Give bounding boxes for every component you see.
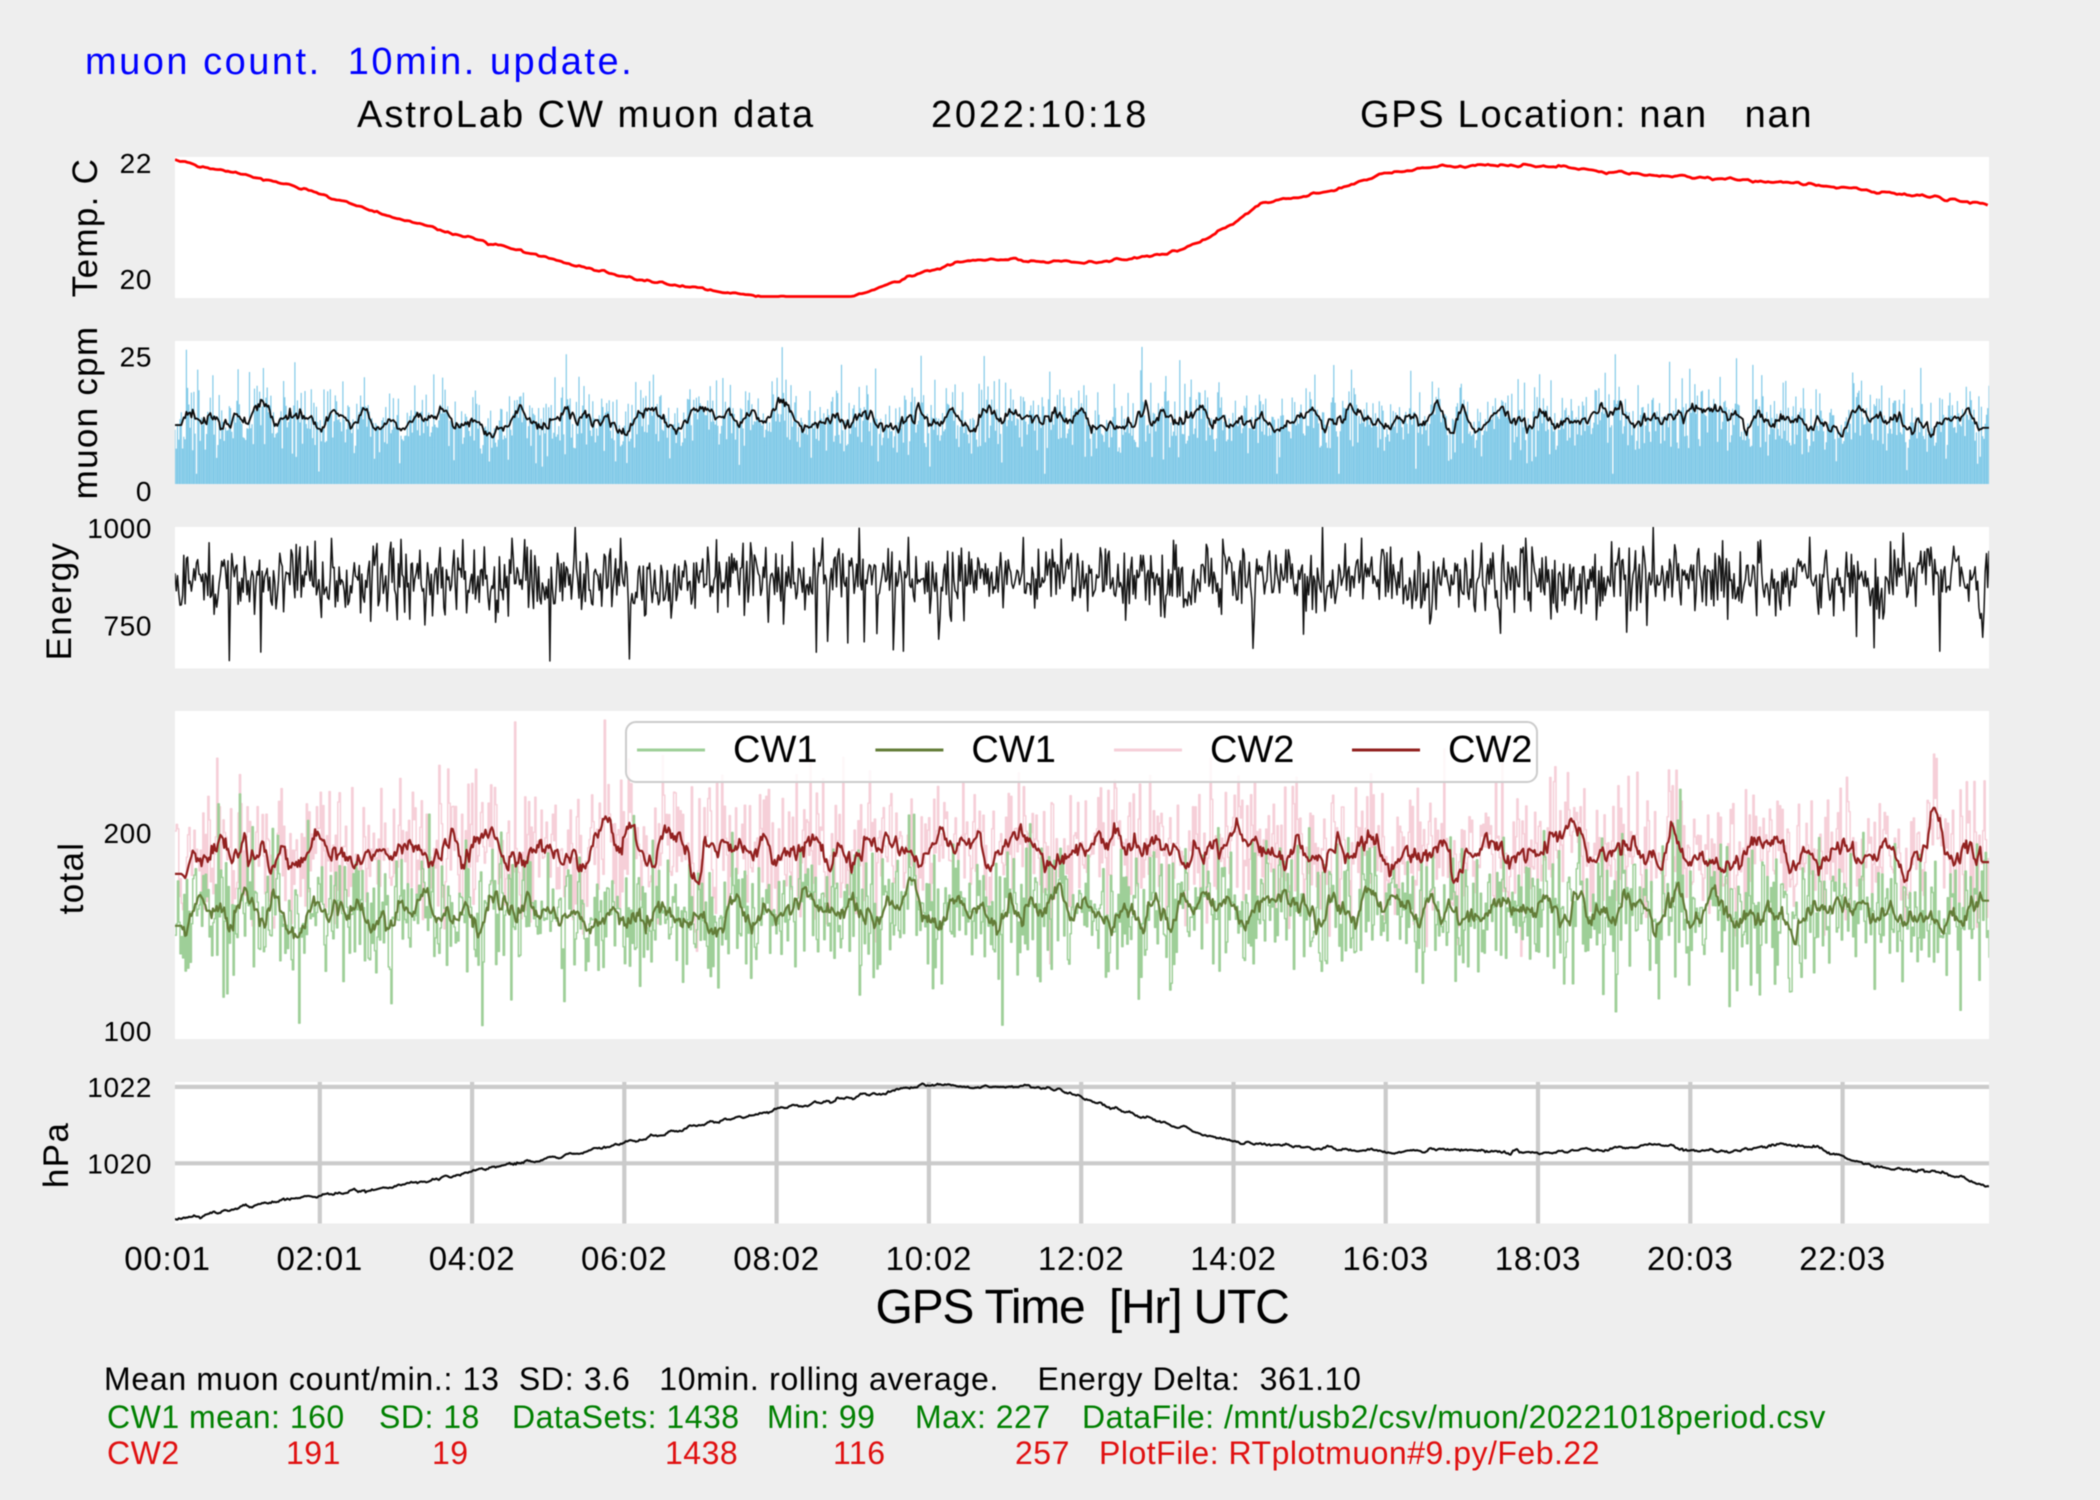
svg-text:muon cpm: muon cpm — [66, 326, 105, 500]
svg-text:1000: 1000 — [87, 513, 152, 544]
svg-text:Mean muon count/min.: 13 SD:: Mean muon count/min.: 13 SD: 3.6 10min. … — [104, 1361, 1362, 1397]
svg-text:22: 22 — [120, 148, 152, 179]
svg-text:100: 100 — [103, 1016, 152, 1047]
svg-text:1022: 1022 — [87, 1072, 152, 1103]
svg-text:GPS Time [Hr] UTC: GPS Time [Hr] UTC — [875, 1281, 1288, 1334]
svg-text:116: 116 — [833, 1435, 886, 1471]
svg-text:1438: 1438 — [665, 1435, 738, 1471]
svg-text:Energy: Energy — [40, 542, 79, 661]
svg-text:CW1: CW1 — [971, 729, 1055, 771]
svg-text:DataSets: 1438: DataSets: 1438 — [512, 1399, 740, 1435]
svg-text:1020: 1020 — [87, 1148, 152, 1179]
svg-text:Min: 99: Min: 99 — [767, 1399, 875, 1435]
svg-text:2022:10:18: 2022:10:18 — [931, 94, 1149, 136]
svg-text:19: 19 — [432, 1435, 469, 1471]
svg-text:06:02: 06:02 — [581, 1240, 668, 1277]
svg-text:CW2: CW2 — [1448, 729, 1532, 771]
svg-text:14:02: 14:02 — [1190, 1240, 1277, 1277]
svg-text:CW2: CW2 — [107, 1435, 180, 1471]
svg-text:257: 257 — [1015, 1435, 1070, 1471]
svg-text:191: 191 — [286, 1435, 341, 1471]
svg-text:GPS Location: nan nan: GPS Location: nan nan — [1360, 94, 1813, 136]
svg-text:total: total — [52, 842, 91, 915]
svg-text:CW1 mean: 160: CW1 mean: 160 — [107, 1399, 345, 1435]
svg-text:750: 750 — [103, 610, 152, 641]
svg-text:10:02: 10:02 — [886, 1240, 973, 1277]
svg-text:20: 20 — [120, 264, 152, 295]
svg-text:SD: 18: SD: 18 — [379, 1399, 480, 1435]
svg-text:CW1: CW1 — [733, 729, 817, 771]
svg-text:AstroLab CW muon data: AstroLab CW muon data — [357, 94, 815, 136]
svg-text:Temp. C: Temp. C — [66, 158, 105, 297]
svg-text:PlotFile: RTplotmuon#9.py/Feb.: PlotFile: RTplotmuon#9.py/Feb.22 — [1099, 1435, 1600, 1471]
svg-text:16:03: 16:03 — [1342, 1240, 1429, 1277]
svg-text:DataFile: /mnt/usb2/csv/muon/2: DataFile: /mnt/usb2/csv/muon/20221018per… — [1082, 1399, 1826, 1435]
svg-text:0: 0 — [136, 476, 152, 507]
svg-text:04:02: 04:02 — [429, 1240, 516, 1277]
svg-text:18:03: 18:03 — [1495, 1240, 1582, 1277]
svg-text:200: 200 — [103, 818, 152, 849]
svg-text:08:02: 08:02 — [733, 1240, 820, 1277]
svg-text:muon count. 10min. update.: muon count. 10min. update. — [85, 41, 634, 83]
svg-text:00:01: 00:01 — [124, 1240, 211, 1277]
svg-text:25: 25 — [120, 342, 152, 373]
svg-text:12:02: 12:02 — [1038, 1240, 1125, 1277]
svg-text:20:03: 20:03 — [1647, 1240, 1734, 1277]
svg-text:22:03: 22:03 — [1799, 1240, 1886, 1277]
svg-text:Max: 227: Max: 227 — [915, 1399, 1051, 1435]
svg-text:02:01: 02:01 — [277, 1240, 364, 1277]
svg-text:CW2: CW2 — [1210, 729, 1294, 771]
svg-text:hPa: hPa — [37, 1122, 76, 1188]
